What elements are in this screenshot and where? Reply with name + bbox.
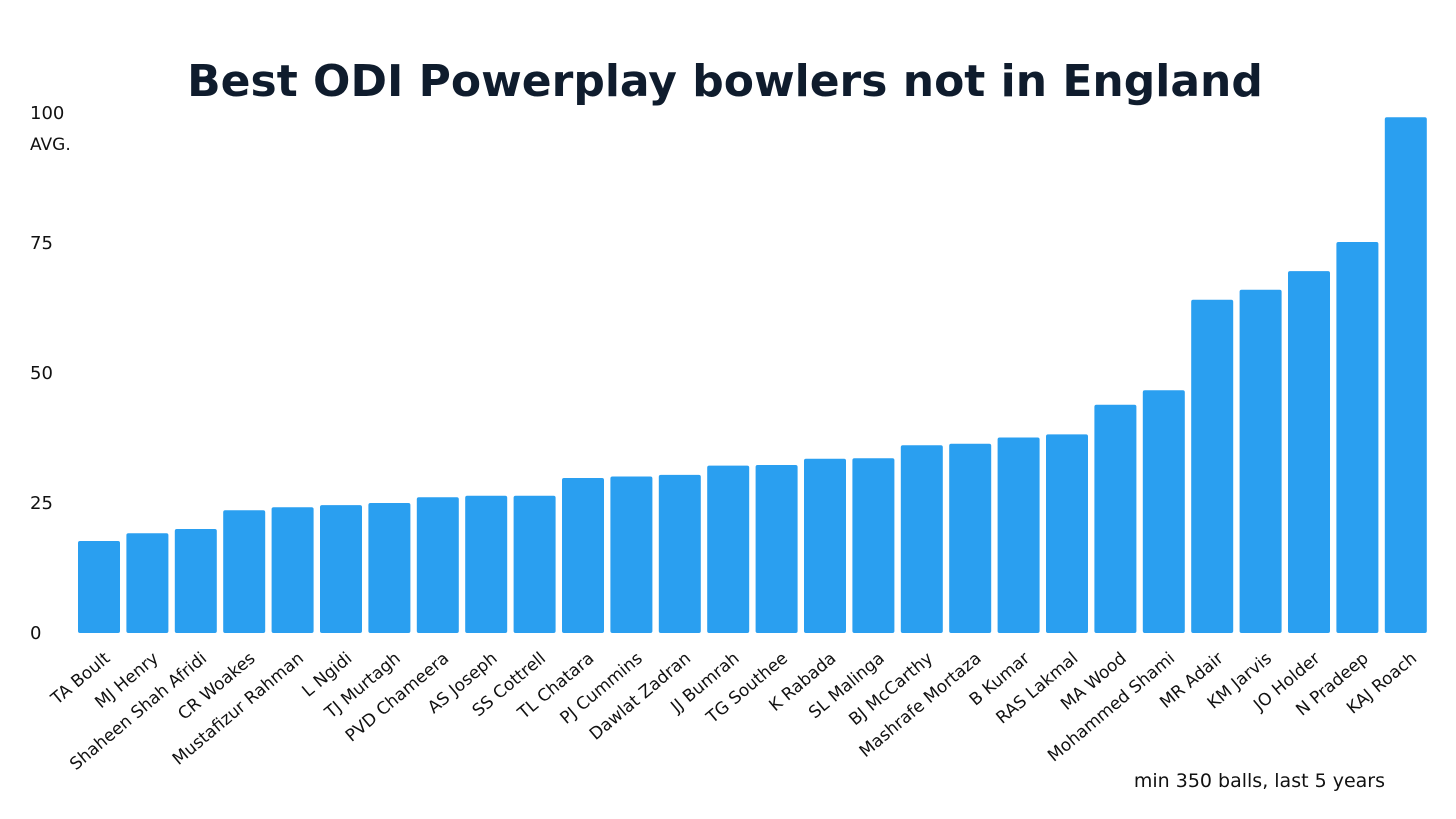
bar [610,476,653,633]
bar [755,465,798,633]
bar [416,497,459,633]
bar [223,510,266,633]
y-axis-ticks: 0 25 50 75 100 [30,103,64,644]
bar [1094,404,1137,633]
bar [804,458,846,633]
chart-title: Best ODI Powerplay bowlers not in Englan… [187,56,1263,107]
bar [852,458,895,633]
bar [368,503,411,633]
bar [562,478,604,633]
bar [271,507,314,633]
y-axis-label: AVG. [30,135,71,155]
bar [1336,242,1379,633]
bar [900,445,943,633]
bar [658,474,701,633]
bar [126,533,169,633]
bar [997,437,1040,633]
bar [1239,289,1282,633]
bar [174,529,217,633]
y-tick-label: 25 [30,493,53,514]
chart-note: min 350 balls, last 5 years [1134,770,1385,792]
y-tick-label: 75 [30,233,53,254]
bar [1288,271,1330,633]
bar [513,495,556,633]
bar [1384,117,1427,633]
bar [1142,390,1185,633]
bar [78,541,120,633]
y-tick-label: 50 [30,363,53,384]
bar [707,465,750,633]
bar [949,443,992,633]
y-tick-label: 0 [30,623,41,644]
bar [1191,299,1234,633]
bar [1046,434,1088,633]
y-tick-label: 100 [30,103,64,124]
bar [320,505,362,633]
bars-group [78,117,1427,633]
bar [465,495,508,633]
